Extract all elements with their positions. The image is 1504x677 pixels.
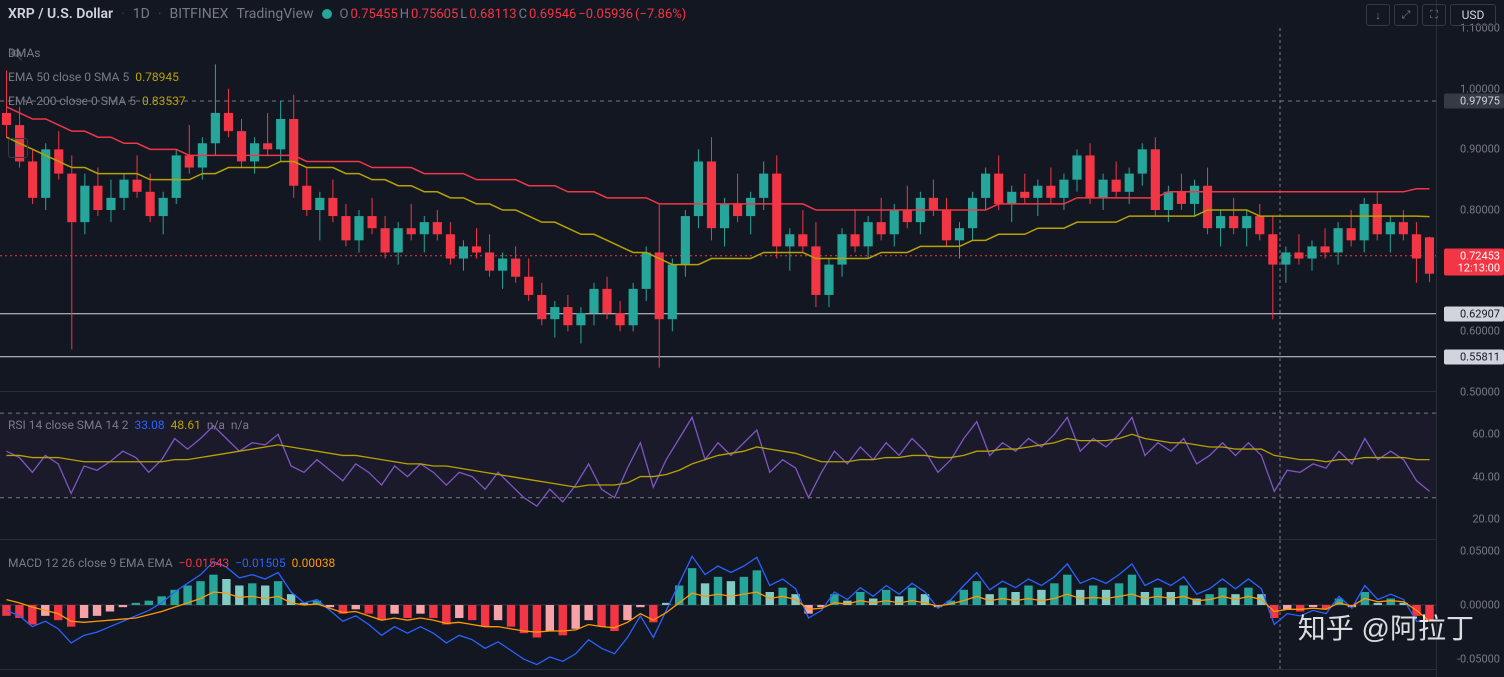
price-pane[interactable] [0,28,1436,392]
status-dot [322,9,332,19]
dmas-label[interactable]: DMAs [8,46,40,60]
timeframe[interactable]: 1D [133,6,150,22]
rsi-label[interactable]: RSI 14 close SMA 14 2 33.08 48.61 n/an/a [8,418,249,432]
rsi-pane[interactable] [0,392,1436,540]
watermark: 知乎 @阿拉丁 [1298,607,1474,647]
currency-selector[interactable]: USD [1450,4,1496,26]
ohlc-readout: O0.75455 H0.75605 L0.68113 C0.69546 −0.0… [340,7,687,22]
price-axis[interactable]: 1.100001.000000.900000.800000.700000.600… [1436,0,1504,677]
ema50-label[interactable]: EMA 50 close 0 SMA 50.78945 [8,70,179,84]
ema200-label[interactable]: EMA 200 close 0 SMA 50.83537 [8,94,186,108]
collapse-button[interactable]: ⌃ [8,138,28,158]
chart-header: XRP / U.S. Dollar · 1D · BITFINEX Tradin… [0,0,1504,28]
macd-label[interactable]: MACD 12 26 close 9 EMA EMA −0.01543 −0.0… [8,556,335,570]
collapse-icon[interactable]: ⤢ [1394,4,1418,26]
fullscreen-icon[interactable]: ⛶ [1422,4,1446,26]
visibility-off-icon[interactable] [8,46,24,62]
download-icon[interactable]: ↓ [1366,4,1390,26]
symbol[interactable]: XRP / U.S. Dollar [8,6,113,22]
exchange: BITFINEX [169,6,228,22]
brand: TradingView [236,6,313,22]
